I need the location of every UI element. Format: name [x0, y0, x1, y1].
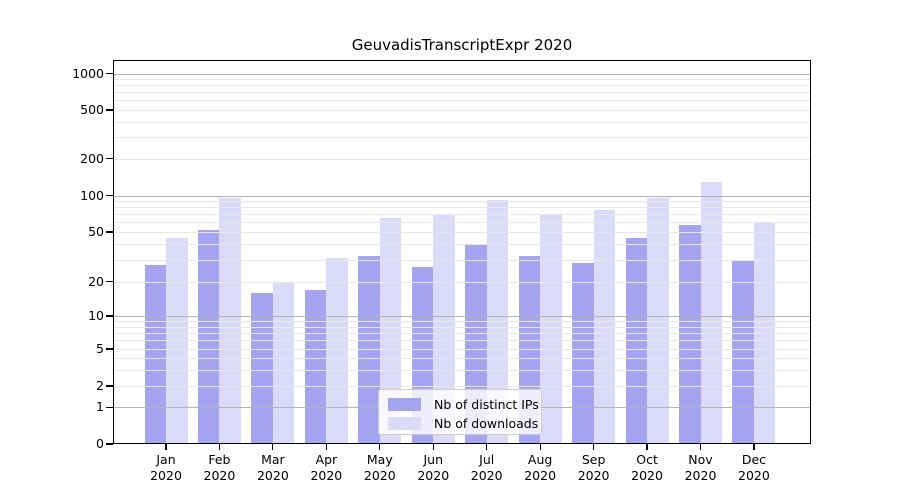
- x-tick-label-jan: Jan 2020: [150, 452, 182, 483]
- x-tick-label-mar: Mar 2020: [256, 452, 289, 483]
- chart-title: GeuvadisTranscriptExpr 2020: [351, 36, 573, 54]
- gridline-minor: [114, 100, 810, 102]
- x-tick-label-may: May 2020: [363, 452, 396, 483]
- gridline-minor: [114, 85, 810, 87]
- gridline-minor: [114, 158, 810, 160]
- y-tick-mark: [106, 231, 113, 233]
- y-tick-mark: [106, 109, 113, 111]
- y-tick-mark: [106, 348, 113, 350]
- y-tick-label-200: 200: [80, 150, 104, 166]
- legend-label-distinct-ips: Nb of distinct IPs: [434, 397, 539, 412]
- x-tick-label-oct: Oct 2020: [631, 452, 663, 483]
- legend: Nb of distinct IPs Nb of downloads: [378, 389, 542, 435]
- gridline-minor: [114, 386, 810, 387]
- gridline-minor: [114, 121, 810, 123]
- y-tick-mark: [106, 443, 113, 445]
- x-tick-mark: [486, 444, 488, 450]
- gridline-minor: [114, 340, 810, 342]
- gridline-major: [114, 195, 810, 197]
- gridline-minor: [114, 332, 810, 334]
- x-tick-mark: [165, 444, 167, 450]
- legend-swatch-downloads: [388, 417, 421, 430]
- bar-dec-distinct-ips: [732, 259, 754, 444]
- x-tick-mark: [539, 444, 541, 450]
- y-tick-mark: [106, 73, 113, 75]
- gridline-minor: [114, 201, 810, 203]
- x-tick-mark: [325, 444, 327, 450]
- y-tick-label-1: 1: [96, 399, 104, 415]
- x-tick-label-apr: Apr 2020: [310, 452, 343, 483]
- gridline-minor: [114, 358, 810, 359]
- gridline-minor: [114, 259, 810, 261]
- bar-sep-distinct-ips: [572, 263, 594, 444]
- y-tick-label-50: 50: [88, 224, 104, 239]
- x-tick-label-sep: Sep 2020: [577, 452, 610, 483]
- y-tick-mark: [106, 406, 113, 408]
- gridline-minor: [114, 79, 810, 81]
- x-tick-mark: [753, 444, 755, 450]
- gridline-minor: [114, 369, 810, 371]
- bar-nov-distinct-ips: [679, 225, 701, 444]
- y-tick-label-0: 0: [96, 436, 104, 451]
- gridline-minor: [114, 326, 810, 328]
- bar-jan-distinct-ips: [144, 265, 166, 444]
- gridline-minor: [114, 110, 810, 111]
- x-tick-label-jul: Jul 2020: [470, 452, 503, 483]
- gridline-major: [114, 73, 810, 75]
- x-tick-mark: [379, 444, 381, 450]
- x-tick-mark: [432, 444, 434, 450]
- y-tick-label-1000: 1000: [72, 65, 104, 81]
- y-tick-label-500: 500: [80, 102, 104, 117]
- x-tick-label-nov: Nov 2020: [684, 452, 717, 483]
- gridline-minor: [114, 207, 810, 209]
- y-tick-mark: [106, 195, 113, 197]
- y-tick-mark: [106, 158, 113, 160]
- bar-apr-distinct-ips: [304, 289, 327, 444]
- x-tick-label-jun: Jun 2020: [417, 452, 450, 483]
- x-tick-label-aug: Aug 2020: [524, 452, 557, 483]
- x-tick-mark: [272, 444, 274, 450]
- gridline-minor: [114, 214, 810, 216]
- x-tick-mark: [593, 444, 595, 450]
- y-tick-mark: [106, 281, 113, 283]
- x-tick-label-dec: Dec 2020: [738, 452, 770, 483]
- legend-label-downloads: Nb of downloads: [434, 416, 539, 431]
- bar-apr-downloads: [326, 257, 348, 444]
- legend-item-distinct-ips: Nb of distinct IPs: [388, 395, 541, 414]
- gridline-minor: [114, 321, 810, 323]
- bar-mar-distinct-ips: [251, 292, 273, 444]
- gridline-minor: [114, 232, 810, 233]
- bar-aug-downloads: [540, 214, 562, 444]
- gridline-minor: [114, 281, 810, 283]
- gridline-minor: [114, 92, 810, 94]
- bar-nov-downloads: [700, 181, 722, 444]
- legend-item-downloads: Nb of downloads: [388, 414, 541, 433]
- y-tick-label-5: 5: [96, 341, 104, 356]
- gridline-minor: [114, 222, 810, 224]
- gridline-minor: [114, 244, 810, 246]
- bar-may-distinct-ips: [358, 256, 380, 444]
- gridline-minor: [114, 137, 810, 139]
- bar-may-downloads: [379, 218, 402, 444]
- legend-swatch-distinct-ips: [388, 398, 421, 411]
- gridline-major: [114, 316, 810, 317]
- y-tick-label-10: 10: [88, 308, 104, 323]
- y-tick-mark: [106, 315, 113, 317]
- y-tick-mark: [106, 385, 113, 387]
- x-tick-mark: [699, 444, 702, 450]
- x-tick-mark: [218, 444, 221, 450]
- x-tick-label-feb: Feb 2020: [203, 452, 236, 483]
- y-tick-label-100: 100: [80, 187, 104, 203]
- gridline-minor: [114, 349, 810, 350]
- bar-feb-distinct-ips: [197, 229, 220, 444]
- x-tick-mark: [646, 444, 648, 450]
- y-tick-label-20: 20: [88, 273, 104, 289]
- bar-mar-downloads: [272, 281, 295, 444]
- y-tick-label-2: 2: [96, 378, 104, 393]
